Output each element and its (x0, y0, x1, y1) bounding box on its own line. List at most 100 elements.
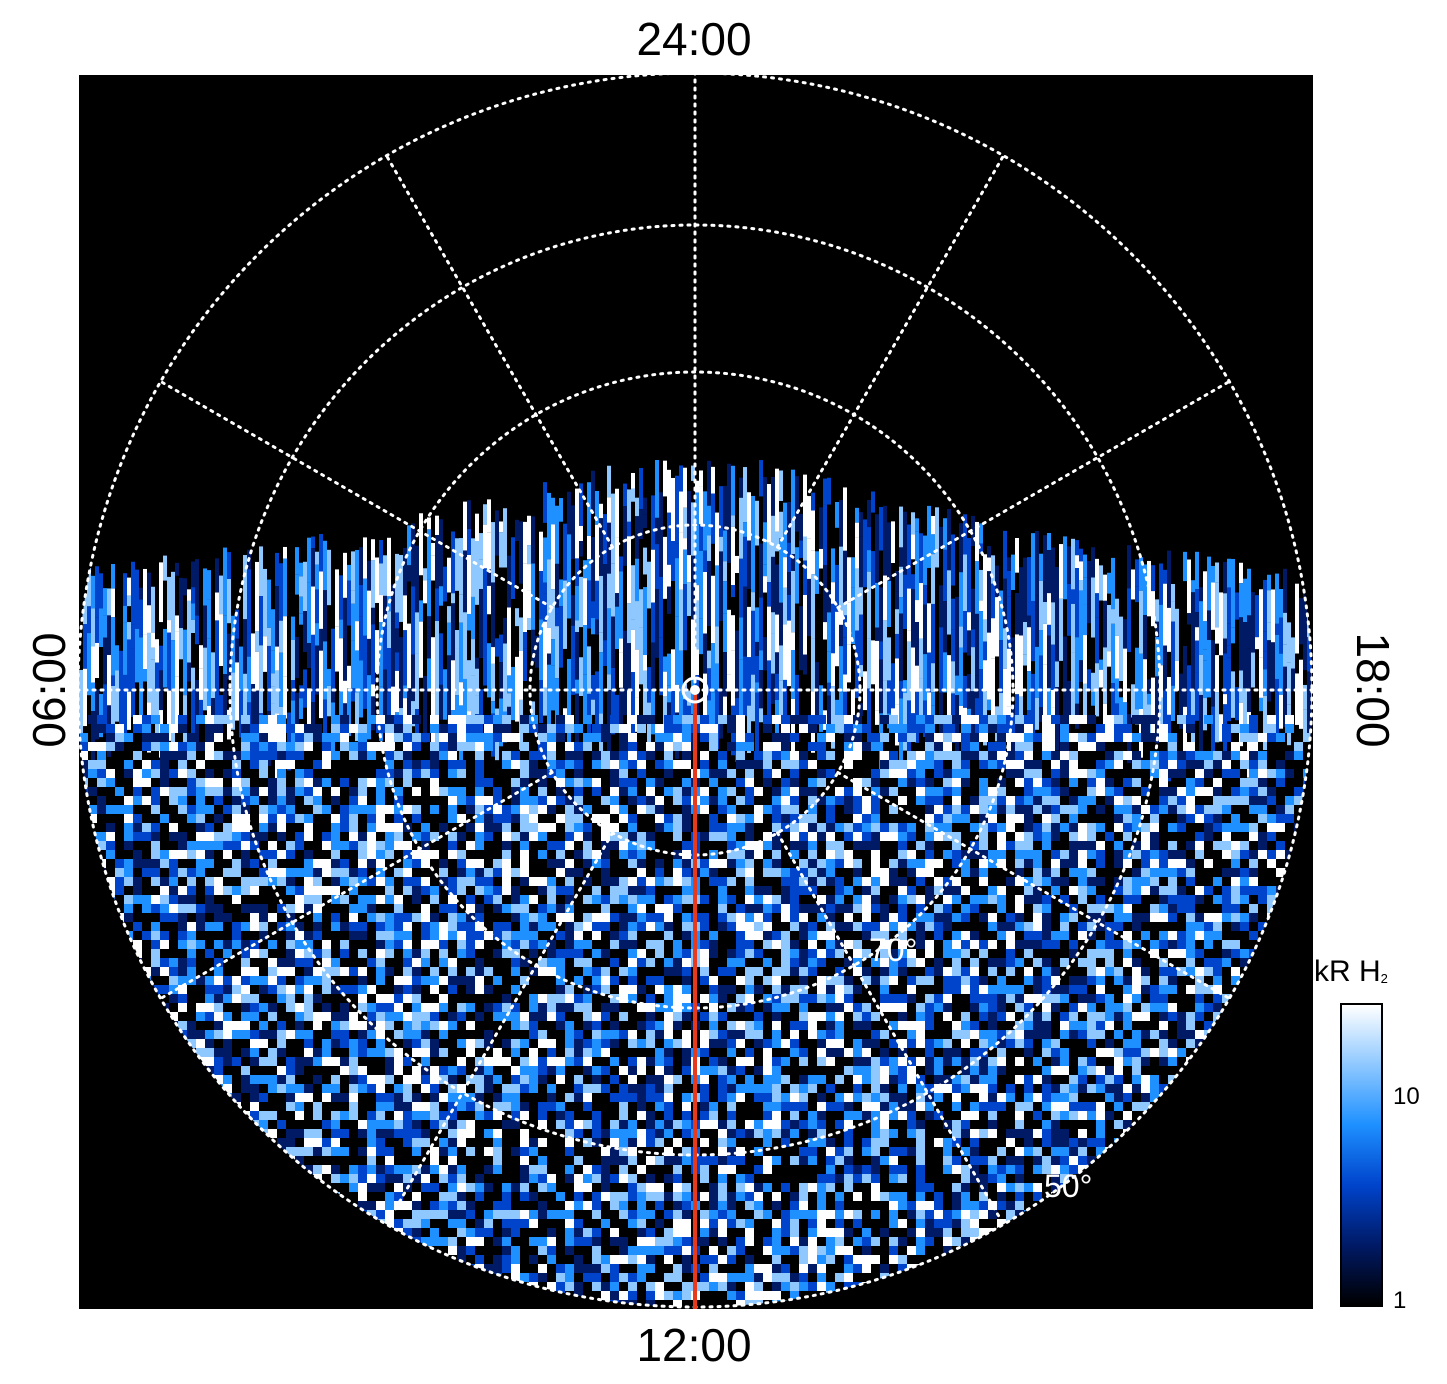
emission-pixel (907, 886, 916, 895)
emission-pixel (538, 787, 547, 796)
emission-pixel (601, 1012, 610, 1021)
emission-pixel (268, 940, 277, 949)
emission-streak (175, 676, 179, 731)
emission-streak (343, 597, 347, 633)
emission-pixel (457, 1039, 466, 1048)
emission-pixel (97, 841, 106, 850)
emission-pixel (421, 877, 430, 886)
emission-pixel (619, 922, 628, 931)
emission-pixel (151, 742, 160, 751)
emission-streak (879, 713, 883, 776)
emission-pixel (853, 859, 862, 868)
emission-pixel (619, 886, 628, 895)
emission-pixel (1267, 1012, 1276, 1021)
emission-pixel (799, 859, 808, 868)
emission-pixel (511, 895, 520, 904)
emission-pixel (682, 886, 691, 895)
emission-streak (483, 504, 487, 525)
emission-pixel (115, 931, 124, 940)
emission-pixel (430, 787, 439, 796)
emission-pixel (997, 850, 1006, 859)
emission-pixel (682, 796, 691, 805)
emission-pixel (880, 904, 889, 913)
emission-pixel (781, 886, 790, 895)
emission-pixel (439, 877, 448, 886)
emission-pixel (853, 841, 862, 850)
emission-pixel (655, 877, 664, 886)
emission-streak (707, 561, 711, 627)
emission-streak (1067, 546, 1071, 585)
emission-pixel (1114, 976, 1123, 985)
emission-streak (1155, 676, 1159, 744)
emission-pixel (1096, 742, 1105, 751)
emission-streak (279, 548, 283, 564)
emission-pixel (862, 904, 871, 913)
emission-pixel (1186, 796, 1195, 805)
emission-pixel (862, 823, 871, 832)
emission-pixel (889, 1021, 898, 1030)
emission-pixel (826, 922, 835, 931)
emission-pixel (1051, 985, 1060, 994)
emission-pixel (790, 967, 799, 976)
emission-pixel (214, 985, 223, 994)
emission-pixel (1042, 733, 1051, 742)
emission-streak (459, 682, 463, 706)
emission-streak (631, 501, 635, 566)
emission-streak (679, 589, 683, 651)
emission-streak (1119, 556, 1123, 617)
emission-pixel (349, 931, 358, 940)
emission-streak (1259, 711, 1263, 729)
emission-pixel (1168, 841, 1177, 850)
emission-pixel (565, 886, 574, 895)
emission-streak (563, 493, 567, 524)
emission-pixel (826, 724, 835, 733)
emission-pixel (214, 751, 223, 760)
emission-pixel (763, 913, 772, 922)
emission-pixel (862, 724, 871, 733)
emission-streak (147, 605, 151, 633)
emission-streak (1243, 688, 1247, 732)
emission-streak (835, 564, 839, 612)
emission-streak (895, 658, 899, 705)
emission-pixel (1204, 823, 1213, 832)
emission-pixel (997, 1030, 1006, 1039)
emission-pixel (151, 940, 160, 949)
emission-pixel (277, 922, 286, 931)
emission-pixel (322, 841, 331, 850)
emission-pixel (205, 904, 214, 913)
emission-pixel (313, 1012, 322, 1021)
emission-pixel (826, 796, 835, 805)
emission-pixel (502, 805, 511, 814)
emission-streak (835, 611, 839, 667)
emission-pixel (313, 778, 322, 787)
emission-pixel (781, 904, 790, 913)
emission-pixel (187, 886, 196, 895)
emission-pixel (331, 715, 340, 724)
emission-streak (475, 695, 479, 715)
emission-pixel (673, 832, 682, 841)
emission-streak (803, 654, 807, 675)
emission-pixel (1312, 877, 1313, 886)
emission-pixel (1258, 778, 1267, 787)
emission-pixel (394, 823, 403, 832)
emission-pixel (322, 967, 331, 976)
emission-streak (575, 488, 579, 559)
emission-streak (111, 564, 115, 589)
emission-streak (591, 699, 595, 715)
emission-pixel (88, 760, 97, 769)
emission-pixel (214, 796, 223, 805)
emission-pixel (1060, 994, 1069, 1003)
emission-pixel (808, 814, 817, 823)
emission-pixel (556, 985, 565, 994)
emission-pixel (1150, 733, 1159, 742)
emission-pixel (943, 967, 952, 976)
emission-streak (923, 604, 927, 655)
emission-pixel (727, 814, 736, 823)
emission-pixel (1258, 958, 1267, 967)
emission-pixel (1123, 904, 1132, 913)
emission-streak (447, 655, 451, 726)
emission-pixel (295, 1012, 304, 1021)
emission-pixel (673, 904, 682, 913)
emission-streak (907, 700, 911, 752)
emission-streak (1291, 580, 1295, 638)
